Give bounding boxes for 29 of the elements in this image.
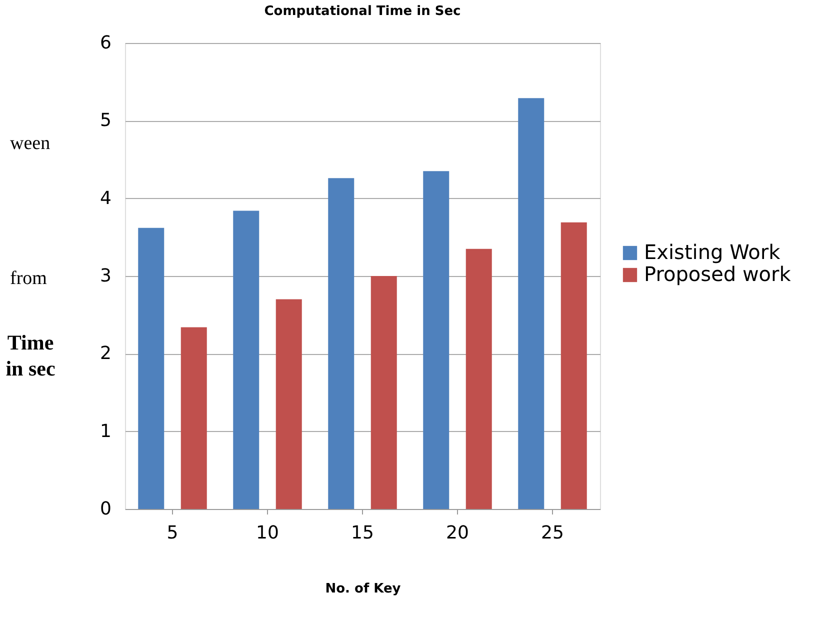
bar [423,171,450,509]
y-axis-title: Time in sec [6,330,56,380]
y-tick-label: 1 [100,420,112,442]
bar [328,178,354,509]
bar [518,98,544,509]
y-tick-label: 2 [100,343,112,364]
y-tick-label: 3 [100,266,112,286]
x-tick-label: 5 [166,522,178,544]
bar [466,248,492,509]
bar [233,210,260,509]
x-axis-title: No. of Key [325,582,402,596]
y-tick-label: 4 [100,188,112,209]
chart-title: Computational Time in Sec [264,4,461,19]
text: ween [10,133,51,154]
x-tick-label: 10 [256,522,279,544]
bar [276,299,302,509]
bar [370,276,397,509]
text: from [10,268,48,289]
legend-label: Existing Work [644,240,781,264]
x-tick-label: 20 [446,522,469,544]
bar [180,327,207,509]
bar [138,228,164,509]
y-tick-label: 6 [100,32,112,54]
bar [560,222,587,509]
y-tick-label: 0 [100,498,112,520]
legend-label: Proposed work [644,262,792,286]
x-tick-label: 15 [351,522,374,544]
y-tick-label: 5 [100,110,112,132]
x-tick-label: 25 [541,522,564,544]
